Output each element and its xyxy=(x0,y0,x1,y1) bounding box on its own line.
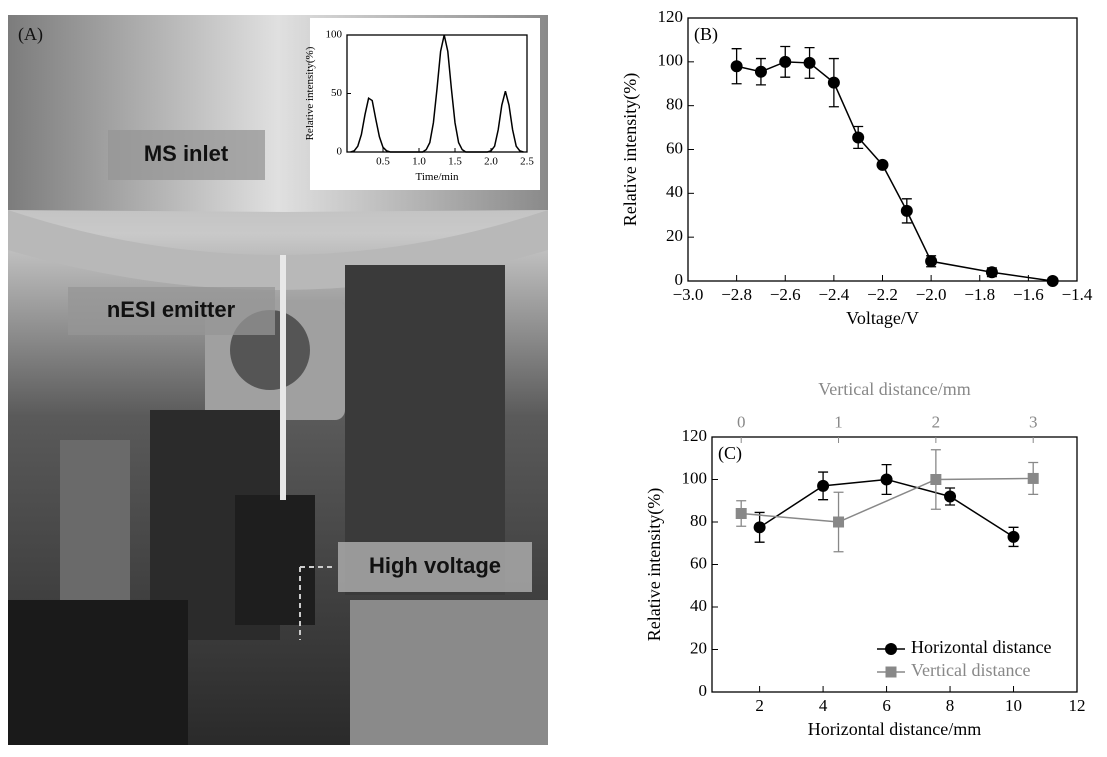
x2-tick-label: 3 xyxy=(1029,412,1038,431)
x-axis-label: Voltage/V xyxy=(846,308,919,328)
y-tick-label: 80 xyxy=(690,511,707,530)
x-tick-label: 2.0 xyxy=(484,155,498,167)
x-tick-label: −1.6 xyxy=(1013,285,1044,304)
marker xyxy=(827,76,840,89)
panel-label: (A) xyxy=(18,24,43,45)
y-tick-label: 40 xyxy=(690,596,707,615)
y-axis-label: Relative intensity(%) xyxy=(304,46,316,140)
x2-tick-label: 2 xyxy=(932,412,941,431)
marker xyxy=(803,56,816,69)
x-tick-label: −2.8 xyxy=(721,285,752,304)
marker xyxy=(944,490,957,503)
photo-label: MS inlet xyxy=(144,141,229,166)
x-tick-label: 6 xyxy=(882,696,891,715)
marker xyxy=(985,266,998,279)
y-tick-label: 100 xyxy=(658,51,684,70)
marker xyxy=(833,516,845,528)
x2-axis-label: Vertical distance/mm xyxy=(818,379,970,399)
x-axis-label: Time/min xyxy=(416,171,459,183)
y-tick-label: 120 xyxy=(682,426,708,445)
legend-marker xyxy=(885,666,897,678)
x-tick-label: 2 xyxy=(755,696,764,715)
x2-tick-label: 1 xyxy=(834,412,843,431)
x-tick-label: 8 xyxy=(946,696,955,715)
series-line xyxy=(741,477,1034,523)
x-tick-label: −1.4 xyxy=(1062,285,1093,304)
series-line xyxy=(350,34,524,153)
x-tick-label: 4 xyxy=(819,696,828,715)
legend-label: Horizontal distance xyxy=(911,637,1051,657)
x-tick-label: 1.5 xyxy=(448,155,462,167)
legend-marker xyxy=(885,643,897,655)
x-tick-label: −3.0 xyxy=(673,285,704,304)
x-tick-label: −1.8 xyxy=(964,285,995,304)
y-tick-label: 100 xyxy=(682,468,708,487)
photo-label: High voltage xyxy=(369,553,501,578)
marker xyxy=(876,158,889,171)
y-tick-label: 0 xyxy=(699,681,708,700)
photo-label: nESI emitter xyxy=(107,297,236,322)
x-tick-label: −2.6 xyxy=(770,285,801,304)
y-tick-label: 60 xyxy=(666,138,683,157)
plot-frame xyxy=(687,17,1078,282)
y-tick-label: 40 xyxy=(666,182,683,201)
x-tick-label: −2.0 xyxy=(916,285,947,304)
panel-label: (B) xyxy=(694,24,718,45)
photo: (A) MS inlet nESI emitter High voltage xyxy=(8,15,548,745)
y-tick-label: 0 xyxy=(675,270,684,289)
marker xyxy=(900,204,913,217)
x2-tick-label: 0 xyxy=(737,412,746,431)
x-tick-label: 2.5 xyxy=(520,155,534,167)
y-tick-label: 120 xyxy=(658,7,684,26)
marker xyxy=(1027,472,1039,484)
marker xyxy=(925,255,938,268)
panel-label: (C) xyxy=(718,443,742,464)
x-tick-label: 1.0 xyxy=(412,155,426,167)
marker xyxy=(930,474,942,485)
x-tick-label: 10 xyxy=(1005,696,1022,715)
marker xyxy=(779,55,792,68)
y-tick-label: 20 xyxy=(690,638,707,657)
y-axis-label: Relative intensity(%) xyxy=(644,488,665,641)
y-axis-label: Relative intensity(%) xyxy=(620,73,641,226)
series-line xyxy=(736,61,1053,282)
marker xyxy=(754,65,767,78)
y-tick-label: 50 xyxy=(331,87,343,99)
marker xyxy=(1046,275,1059,287)
y-tick-label: 80 xyxy=(666,95,683,114)
marker xyxy=(817,479,830,492)
x-tick-label: −2.2 xyxy=(867,285,898,304)
y-tick-label: 0 xyxy=(337,146,343,158)
y-tick-label: 60 xyxy=(690,553,707,572)
marker xyxy=(753,521,766,534)
marker xyxy=(852,131,865,144)
y-tick-label: 100 xyxy=(326,29,343,41)
y-tick-label: 20 xyxy=(666,226,683,245)
legend-label: Vertical distance xyxy=(911,660,1030,680)
marker xyxy=(735,508,747,519)
marker xyxy=(880,473,893,486)
x-tick-label: −2.4 xyxy=(818,285,849,304)
x-tick-label: 12 xyxy=(1069,696,1086,715)
x-tick-label: 0.5 xyxy=(376,155,390,167)
x-axis-label: Horizontal distance/mm xyxy=(808,719,981,739)
marker xyxy=(730,60,743,73)
marker xyxy=(1007,530,1020,543)
